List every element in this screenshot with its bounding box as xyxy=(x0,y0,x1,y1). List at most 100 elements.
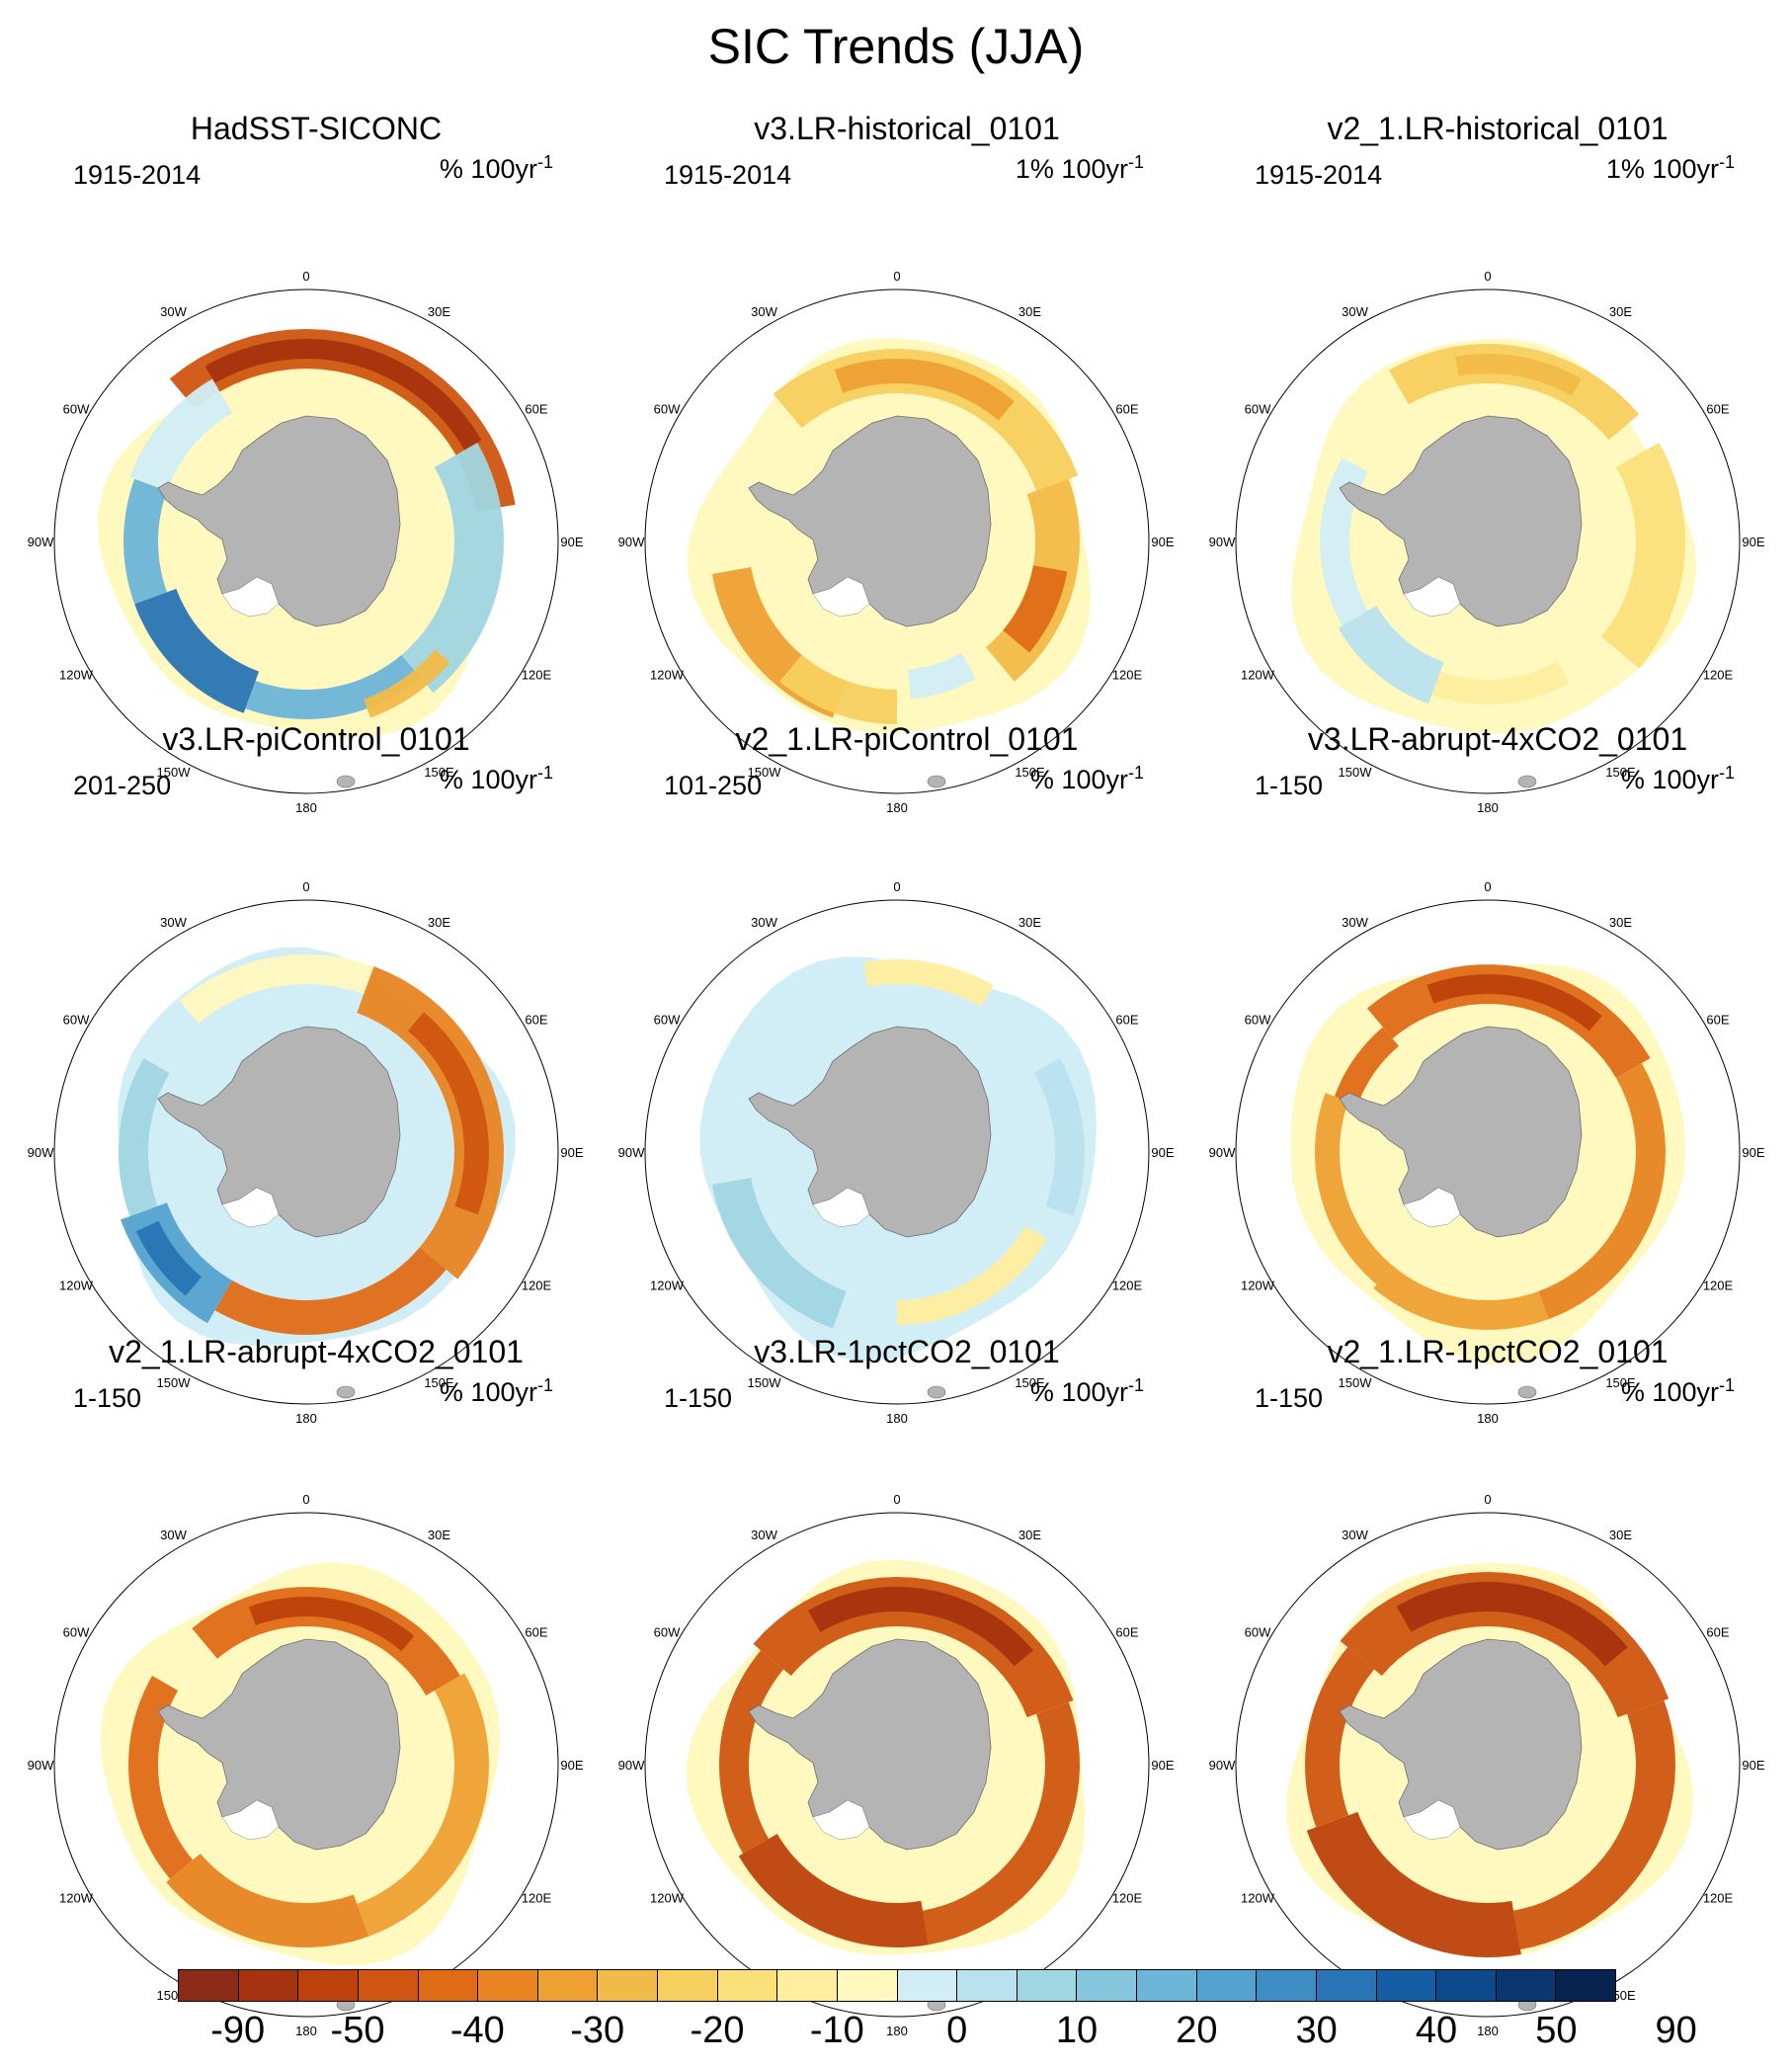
longitude-label: 120E xyxy=(522,668,552,683)
panel-units-exponent: -1 xyxy=(1718,152,1735,172)
new-zealand-island xyxy=(927,1385,946,1399)
longitude-label: 60W xyxy=(654,402,681,417)
new-zealand-island xyxy=(1517,775,1537,788)
longitude-label: 30W xyxy=(160,1528,187,1542)
longitude-label: 120E xyxy=(1703,1279,1734,1293)
colorbar-swatch xyxy=(1316,1970,1377,2001)
south-america-tip xyxy=(645,1579,673,1620)
colorbar-tick-label: 20 xyxy=(1176,2010,1218,2051)
new-zealand-island xyxy=(336,775,356,788)
sic-trend-region xyxy=(169,329,516,512)
longitude-label: 60E xyxy=(1706,402,1729,417)
colorbar-swatch xyxy=(1496,1970,1557,2001)
polar-map: 0 30E 60E 90E 120E 150E 180 150W 120W 90W 60W 30W xyxy=(1209,269,1765,815)
colorbar-swatch xyxy=(537,1970,599,2001)
longitude-label: 90W xyxy=(28,1145,54,1160)
longitude-label: 90E xyxy=(560,1145,583,1160)
longitude-label: 150W xyxy=(1339,765,1373,780)
colorbar-tick-label: 30 xyxy=(1295,2010,1338,2051)
colorbar-tick-label: -50 xyxy=(330,2010,385,2051)
colorbar-swatch xyxy=(1017,1970,1078,2001)
longitude-label: 30E xyxy=(1609,1528,1632,1542)
longitude-label: 90E xyxy=(1742,1758,1764,1773)
longitude-label: 120E xyxy=(1112,1279,1143,1293)
longitude-label: 120W xyxy=(650,1279,685,1293)
longitude-label: 90W xyxy=(1209,535,1236,549)
colorbar xyxy=(178,1969,1616,2002)
sic-trend-region xyxy=(407,1012,489,1215)
colorbar-tick-label: -40 xyxy=(449,2010,505,2051)
sic-trend-region xyxy=(1373,1265,1549,1330)
longitude-label: 30E xyxy=(1018,304,1041,319)
ice-shelf xyxy=(221,576,280,618)
longitude-label: 90E xyxy=(1151,1145,1174,1160)
sic-trend-region xyxy=(357,1673,489,1937)
colorbar-swatch xyxy=(837,1970,898,2001)
polar-map: 0 30E 60E 90E 120E 150E 180 150W 120W 90W 60W 30W xyxy=(28,879,584,1426)
longitude-label: 180 xyxy=(886,2024,908,2038)
longitude-label: 150E xyxy=(1015,765,1045,780)
longitude-label: 30E xyxy=(1018,915,1041,930)
colorbar-swatch xyxy=(478,1970,538,2001)
ice-shelf xyxy=(1403,1799,1461,1841)
longitude-label: 60E xyxy=(1706,1013,1729,1028)
sic-trend-region xyxy=(1455,354,1582,396)
longitude-label: 120W xyxy=(1241,1279,1275,1293)
south-america-tip xyxy=(54,356,82,397)
longitude-label: 60E xyxy=(525,402,547,417)
sic-trend-region xyxy=(908,652,976,700)
panel-units-text: % 100yr xyxy=(1029,1377,1128,1407)
longitude-label: 120E xyxy=(1112,1891,1143,1906)
longitude-label: 90E xyxy=(1742,1145,1764,1160)
panel-units: % 100yr-1 xyxy=(1621,763,1735,795)
panel-period: 1-150 xyxy=(1255,771,1324,800)
antarctica-landmass xyxy=(1339,415,1583,627)
panel-period: 1-150 xyxy=(1255,1383,1324,1413)
figure-title: SIC Trends (JJA) xyxy=(707,19,1085,74)
colorbar-swatch xyxy=(598,1970,658,2001)
panel-title: v3.LR-abrupt-4xCO2_0101 xyxy=(1307,721,1688,757)
longitude-label: 120W xyxy=(1241,668,1275,683)
longitude-label: 90W xyxy=(28,535,54,549)
sic-trend-region xyxy=(123,478,167,605)
longitude-label: 60E xyxy=(1115,1013,1138,1028)
longitude-label: 90E xyxy=(1151,535,1174,549)
panel-units-exponent: -1 xyxy=(536,1375,553,1395)
panel-units-exponent: -1 xyxy=(1127,152,1144,172)
sic-trend-region xyxy=(248,1597,415,1652)
colorbar-tick-label: 90 xyxy=(1655,2010,1697,2051)
longitude-label: 180 xyxy=(295,2024,317,2038)
ice-shelf xyxy=(812,1187,870,1228)
colorbar-tick-label: 10 xyxy=(1055,2010,1099,2051)
sic-trend-region xyxy=(1305,1647,1375,1828)
colorbar-swatch xyxy=(1436,1970,1497,2001)
panel-title: v3.LR-1pctCO2_0101 xyxy=(754,1334,1060,1369)
sic-trend-region xyxy=(863,959,994,1007)
panel-period: 101-250 xyxy=(664,771,763,800)
longitude-label: 120E xyxy=(522,1279,552,1293)
longitude-label: 30E xyxy=(1609,915,1632,930)
antarctica-landmass xyxy=(157,1638,401,1851)
longitude-label: 90E xyxy=(1742,535,1764,549)
longitude-label: 150W xyxy=(748,765,782,780)
sic-trend-region xyxy=(897,1226,1047,1325)
polar-map: 0 30E 60E 90E 120E 150E 180 150W 120W 90W 60W 30W xyxy=(28,269,584,815)
longitude-label: 90W xyxy=(618,1758,645,1773)
panel-units: 1% 100yr-1 xyxy=(1606,152,1735,185)
colorbar-tick-label: -90 xyxy=(210,2010,266,2051)
sic-trend-region xyxy=(1033,1058,1085,1216)
panel-title: v2_1.LR-historical_0101 xyxy=(1327,111,1669,146)
panel-units-text: % 100yr xyxy=(439,154,537,184)
longitude-label: 120W xyxy=(59,668,94,683)
longitude-label: 60W xyxy=(1245,1013,1271,1028)
panel-units-exponent: -1 xyxy=(1127,763,1144,783)
antarctica-landmass xyxy=(748,1026,992,1238)
longitude-label: 0 xyxy=(1484,269,1491,284)
sic-trend-region xyxy=(135,1220,202,1296)
panel-units: % 100yr-1 xyxy=(1030,1375,1144,1408)
panel-title: HadSST-SICONC xyxy=(190,111,443,146)
colorbar-swatch xyxy=(358,1970,419,2001)
longitude-label: 120E xyxy=(522,1891,552,1906)
longitude-label: 90W xyxy=(618,1145,645,1160)
map-panel: v3.LR-historical_0101 1915-2014 1% 100yr-1… xyxy=(611,111,1203,815)
